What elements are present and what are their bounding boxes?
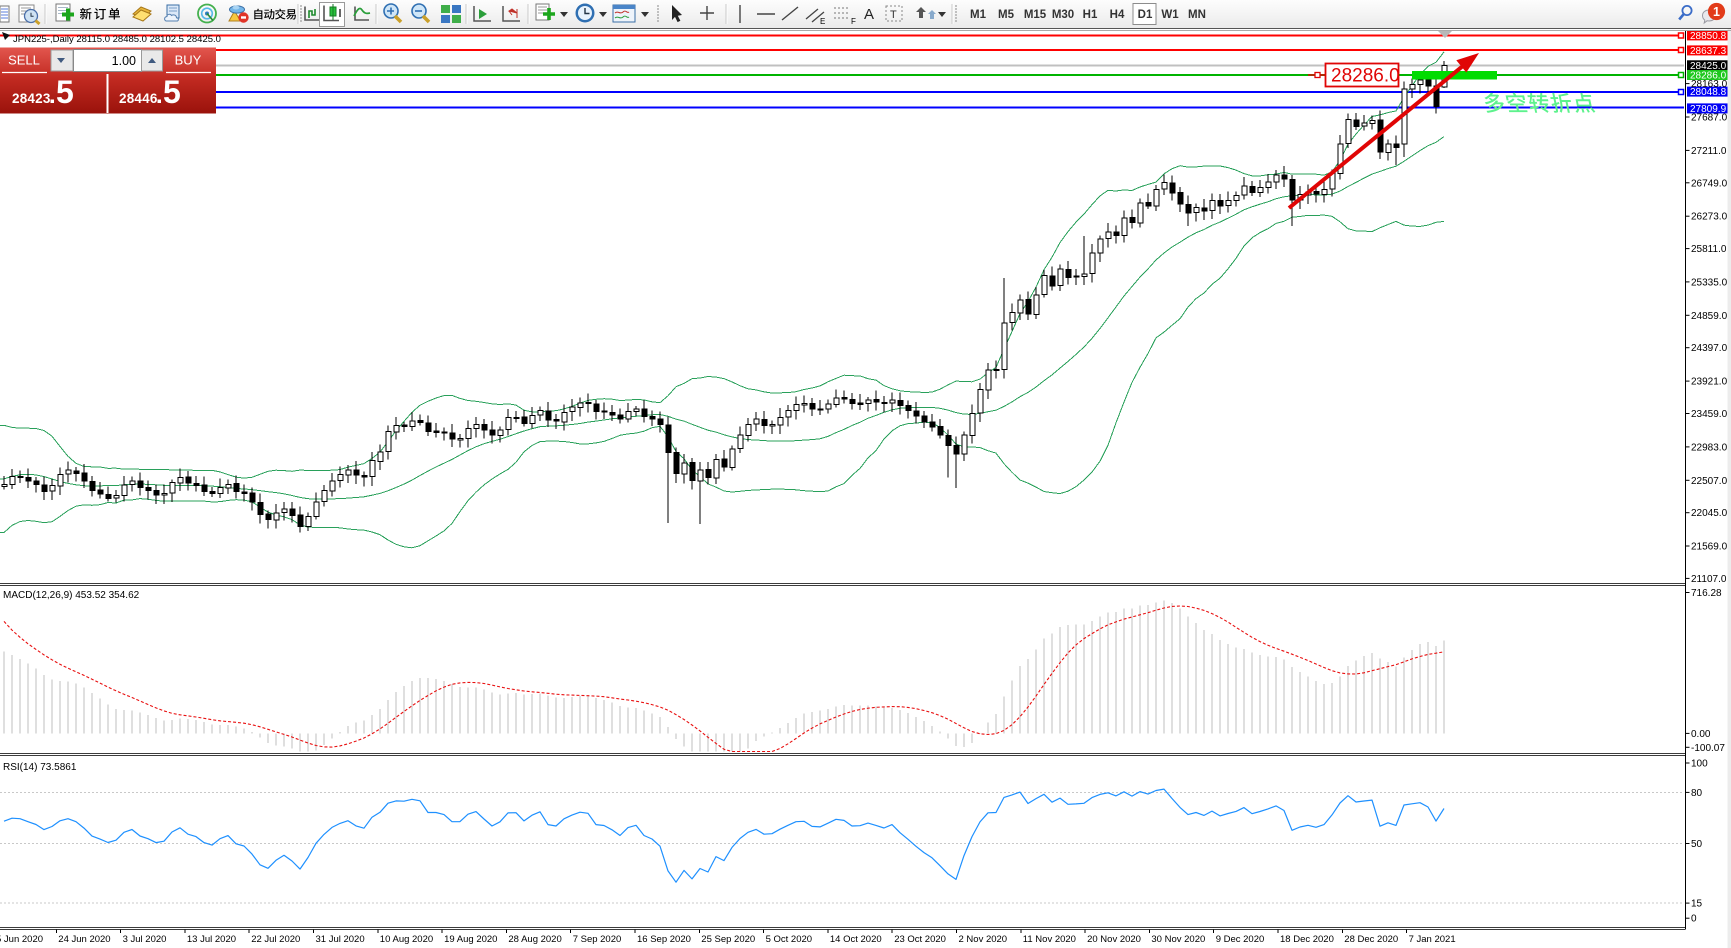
svg-text:W1: W1 bbox=[1161, 9, 1179, 21]
svg-text:28446: 28446 bbox=[119, 91, 158, 106]
svg-text:H1: H1 bbox=[1083, 9, 1098, 21]
svg-text:28423: 28423 bbox=[12, 91, 51, 106]
svg-text:80: 80 bbox=[1691, 788, 1703, 799]
svg-text:F: F bbox=[851, 17, 856, 26]
svg-text:3 Jul 2020: 3 Jul 2020 bbox=[123, 934, 167, 945]
svg-text:30 Nov 2020: 30 Nov 2020 bbox=[1151, 934, 1205, 945]
svg-text:28286.0: 28286.0 bbox=[1690, 71, 1727, 82]
svg-text:T: T bbox=[890, 9, 897, 21]
svg-text:11 Nov 2020: 11 Nov 2020 bbox=[1023, 934, 1076, 945]
svg-text:M15: M15 bbox=[1024, 9, 1047, 21]
svg-text:24859.0: 24859.0 bbox=[1691, 311, 1728, 322]
svg-text:100: 100 bbox=[1691, 759, 1708, 770]
svg-text:15: 15 bbox=[1691, 899, 1703, 910]
svg-text:25811.0: 25811.0 bbox=[1691, 244, 1727, 255]
svg-text:28048.8: 28048.8 bbox=[1690, 87, 1727, 98]
svg-text:28637.3: 28637.3 bbox=[1690, 46, 1727, 57]
svg-text:28 Aug 2020: 28 Aug 2020 bbox=[508, 934, 561, 945]
svg-text:1: 1 bbox=[1713, 5, 1720, 19]
svg-text:21107.0: 21107.0 bbox=[1691, 574, 1727, 585]
svg-text:20 Nov 2020: 20 Nov 2020 bbox=[1087, 934, 1141, 945]
svg-text:M1: M1 bbox=[970, 9, 987, 21]
svg-text:A: A bbox=[864, 6, 874, 23]
svg-text:MACD(12,26,9) 453.52 354.62: MACD(12,26,9) 453.52 354.62 bbox=[3, 590, 140, 601]
svg-text:0.00: 0.00 bbox=[1691, 729, 1711, 740]
svg-text:BUY: BUY bbox=[175, 53, 202, 68]
svg-text:H4: H4 bbox=[1110, 9, 1125, 21]
svg-text:5 Oct 2020: 5 Oct 2020 bbox=[766, 934, 812, 945]
svg-text:23921.0: 23921.0 bbox=[1691, 377, 1728, 388]
svg-text:18 Dec 2020: 18 Dec 2020 bbox=[1280, 934, 1334, 945]
svg-text:10 Aug 2020: 10 Aug 2020 bbox=[380, 934, 433, 945]
svg-text:28286.0: 28286.0 bbox=[1331, 66, 1400, 87]
svg-text:0: 0 bbox=[1691, 914, 1697, 925]
svg-text:50: 50 bbox=[1691, 839, 1703, 850]
svg-text:21569.0: 21569.0 bbox=[1691, 542, 1728, 553]
svg-text:26273.0: 26273.0 bbox=[1691, 212, 1728, 223]
svg-text:25335.0: 25335.0 bbox=[1691, 277, 1728, 288]
svg-text:13 Jul 2020: 13 Jul 2020 bbox=[187, 934, 236, 945]
svg-text:28425.0: 28425.0 bbox=[1690, 61, 1727, 72]
svg-text:5 Jun 2020: 5 Jun 2020 bbox=[0, 934, 43, 945]
svg-text:26749.0: 26749.0 bbox=[1691, 178, 1728, 189]
svg-text:7 Jan 2021: 7 Jan 2021 bbox=[1409, 934, 1456, 945]
svg-text:25 Sep 2020: 25 Sep 2020 bbox=[701, 934, 755, 945]
svg-text:16 Sep 2020: 16 Sep 2020 bbox=[637, 934, 691, 945]
svg-text:MN: MN bbox=[1188, 9, 1206, 21]
svg-text:M5: M5 bbox=[998, 9, 1015, 21]
svg-text:22045.0: 22045.0 bbox=[1691, 508, 1728, 519]
svg-text:1.00: 1.00 bbox=[112, 54, 136, 68]
svg-text:M30: M30 bbox=[1052, 9, 1074, 21]
svg-text:27211.0: 27211.0 bbox=[1691, 146, 1727, 157]
svg-text:E: E bbox=[820, 17, 825, 26]
svg-text:22507.0: 22507.0 bbox=[1691, 476, 1728, 487]
svg-text:23459.0: 23459.0 bbox=[1691, 409, 1728, 420]
svg-text:23 Oct 2020: 23 Oct 2020 bbox=[894, 934, 946, 945]
svg-text:22 Jul 2020: 22 Jul 2020 bbox=[251, 934, 300, 945]
svg-text:716.28: 716.28 bbox=[1691, 588, 1722, 599]
svg-text:D1: D1 bbox=[1138, 9, 1153, 21]
svg-text:31 Jul 2020: 31 Jul 2020 bbox=[316, 934, 365, 945]
svg-text:24 Jun 2020: 24 Jun 2020 bbox=[58, 934, 110, 945]
svg-text:JPN225-,Daily 28115.0 28485.0: JPN225-,Daily 28115.0 28485.0 28102.5 28… bbox=[13, 34, 221, 45]
svg-text:14 Oct 2020: 14 Oct 2020 bbox=[830, 934, 882, 945]
svg-text:5: 5 bbox=[163, 74, 181, 110]
svg-text:27687.0: 27687.0 bbox=[1691, 113, 1728, 124]
svg-text:24397.0: 24397.0 bbox=[1691, 343, 1728, 354]
svg-text:7 Sep 2020: 7 Sep 2020 bbox=[573, 934, 622, 945]
svg-text:28163.0: 28163.0 bbox=[1691, 79, 1728, 90]
svg-text:-100.07: -100.07 bbox=[1691, 743, 1725, 754]
svg-text:9 Dec 2020: 9 Dec 2020 bbox=[1216, 934, 1265, 945]
svg-text:5: 5 bbox=[56, 74, 74, 110]
svg-text:RSI(14) 73.5861: RSI(14) 73.5861 bbox=[3, 762, 77, 773]
svg-text:28850.8: 28850.8 bbox=[1690, 31, 1727, 42]
svg-text:27809.9: 27809.9 bbox=[1690, 104, 1727, 115]
svg-text:SELL: SELL bbox=[8, 53, 40, 68]
svg-text:22983.0: 22983.0 bbox=[1691, 442, 1728, 453]
svg-text:19 Aug 2020: 19 Aug 2020 bbox=[444, 934, 497, 945]
svg-text:28 Dec 2020: 28 Dec 2020 bbox=[1344, 934, 1398, 945]
svg-text:2 Nov 2020: 2 Nov 2020 bbox=[959, 934, 1008, 945]
